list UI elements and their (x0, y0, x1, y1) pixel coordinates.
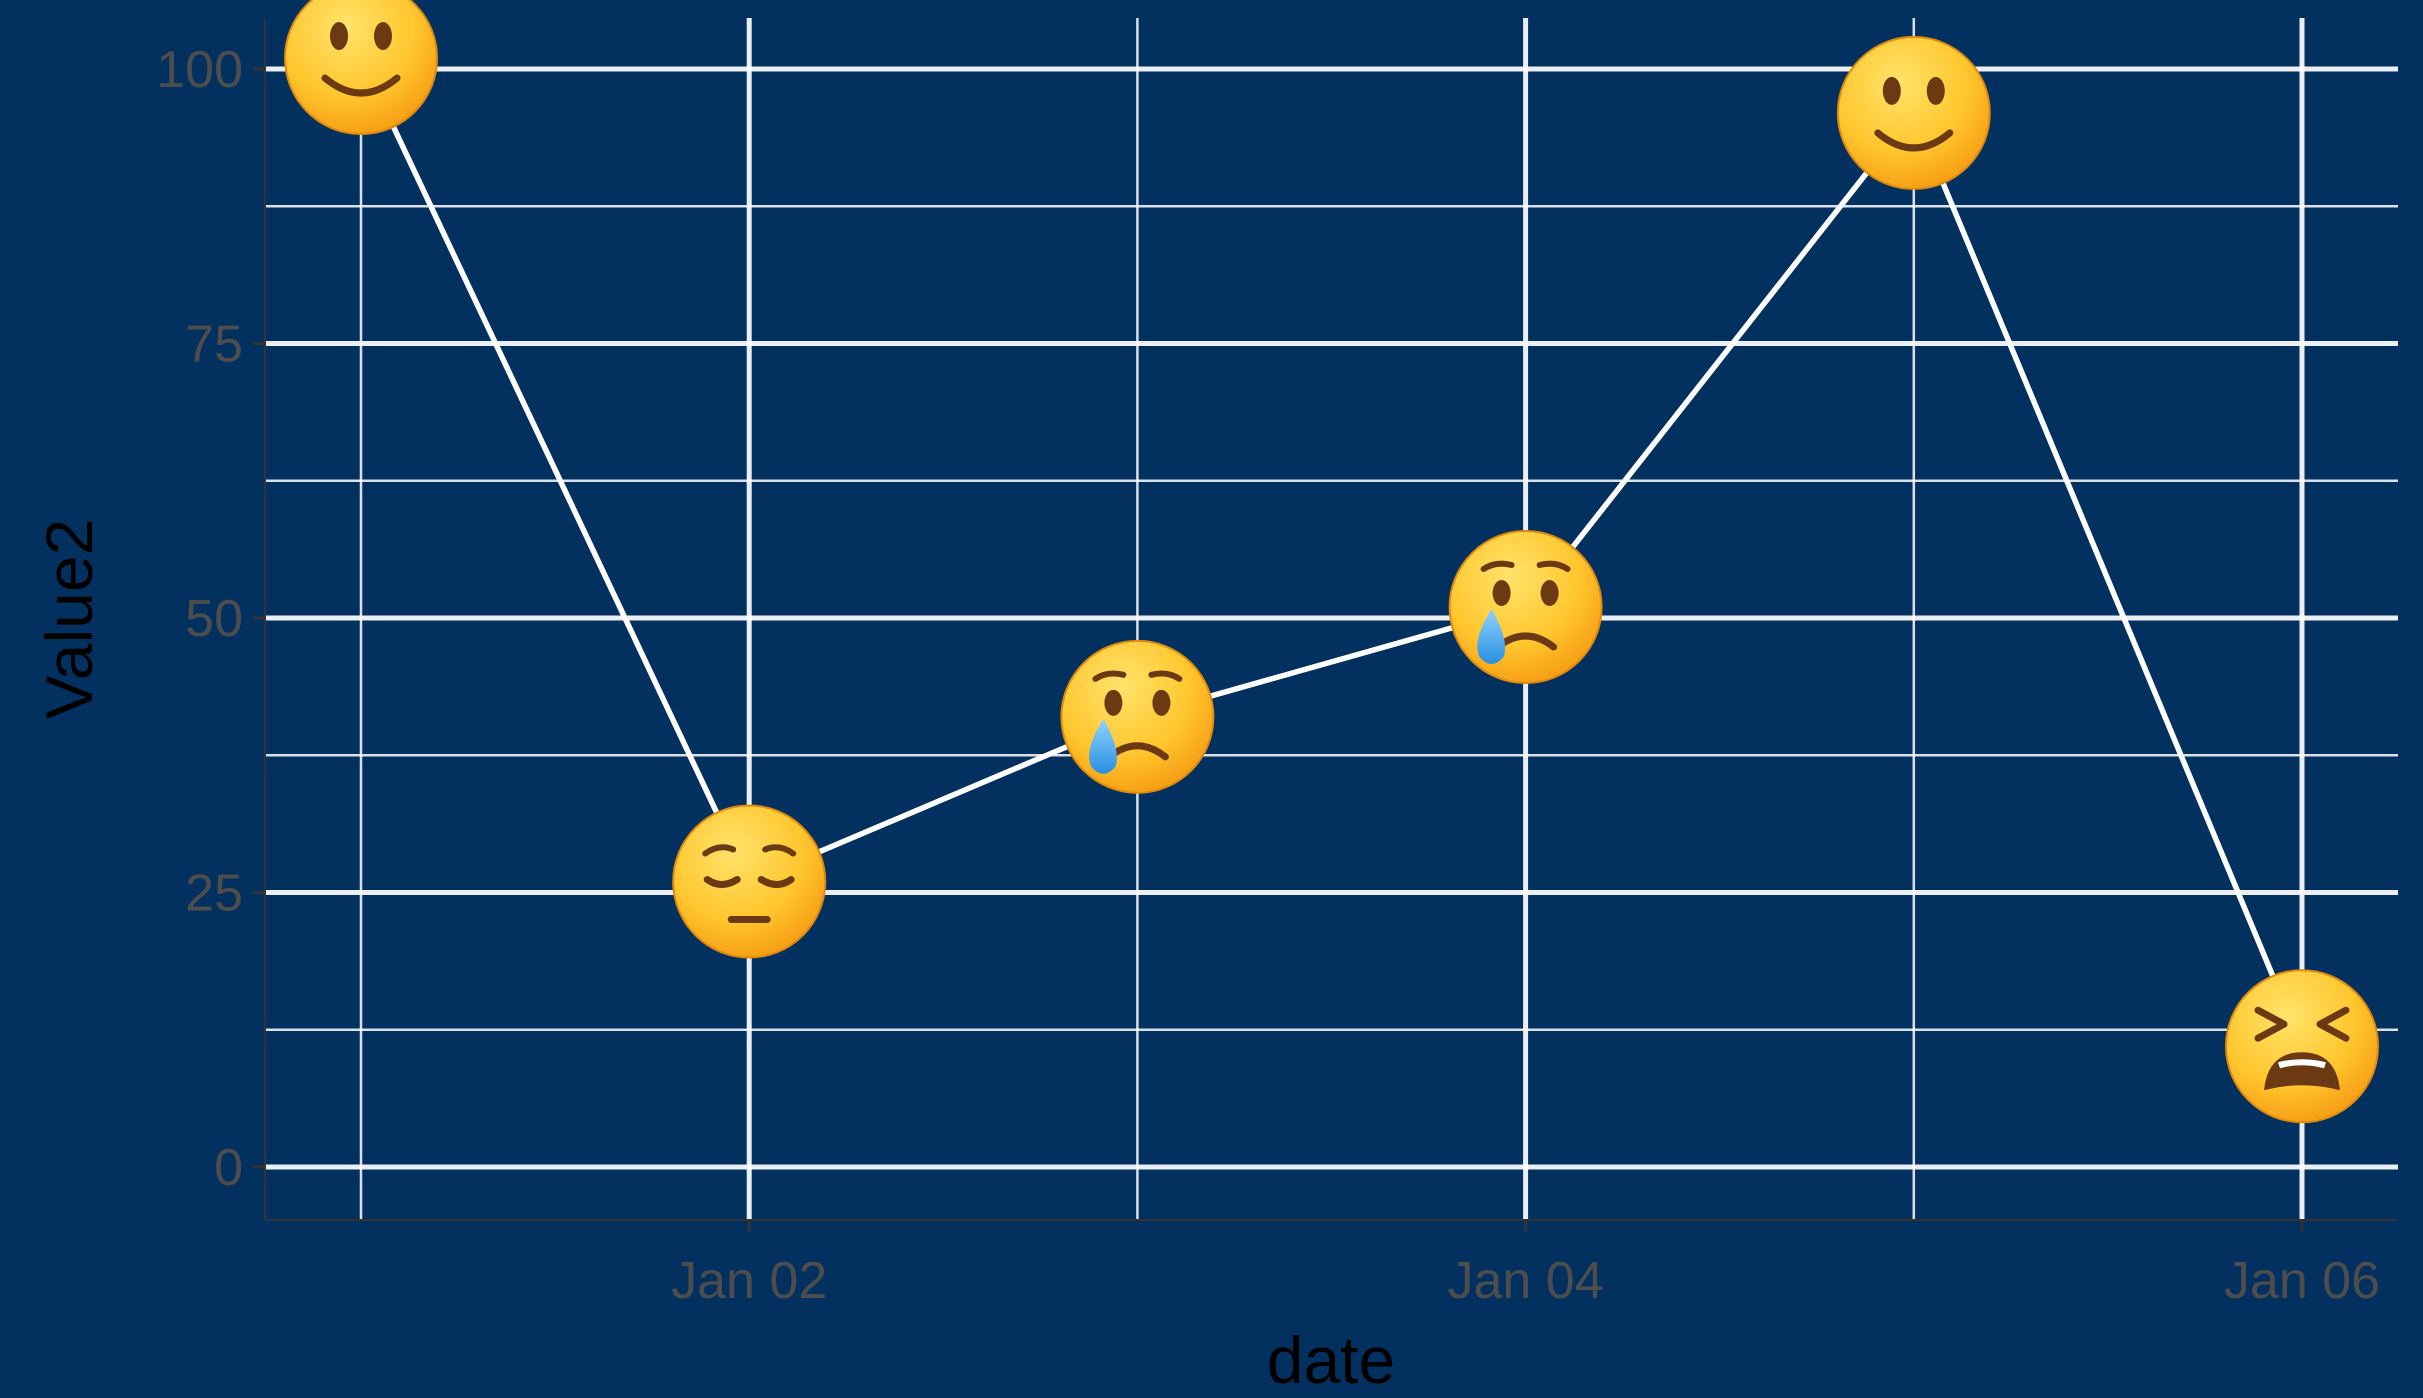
eye (374, 22, 392, 51)
eye (2316, 1006, 2350, 1042)
brow (1148, 670, 1183, 682)
eye (1926, 76, 1945, 105)
series-line (358, 56, 2305, 1048)
eye (1492, 580, 1511, 607)
face-disc (1836, 35, 1991, 190)
pensive-face-icon (672, 804, 827, 959)
x-tick-label: Jan 02 (671, 1252, 827, 1310)
mouth (1874, 129, 1954, 152)
face-disc (1060, 639, 1215, 794)
y-tick-label: 100 (156, 41, 243, 99)
eye (330, 22, 348, 51)
eye (1152, 689, 1171, 716)
teeth (2278, 1059, 2326, 1069)
brow (702, 844, 737, 857)
face-disc (1448, 530, 1603, 685)
slightly-smiling-face-icon (284, 0, 438, 135)
eye (2254, 1006, 2288, 1042)
tear (1089, 718, 1117, 774)
brow (762, 844, 797, 857)
x-axis-title: date (1267, 1323, 1395, 1397)
eye (1104, 689, 1123, 716)
brow (1480, 560, 1515, 573)
x-tick-label: Jan 04 (1448, 1252, 1604, 1310)
eye (1882, 76, 1901, 105)
brow (1536, 560, 1571, 573)
eye (757, 876, 795, 889)
y-axis-title: Value2 (32, 519, 106, 720)
brow (1092, 670, 1127, 682)
y-tick-label: 50 (185, 590, 243, 648)
y-tick-label: 25 (185, 865, 243, 923)
face-disc (284, 0, 438, 135)
face-disc (2225, 969, 2379, 1124)
eye (1540, 580, 1559, 607)
mouth (321, 74, 401, 97)
y-tick-label: 75 (185, 316, 243, 374)
x-tick-label: Jan 06 (2224, 1252, 2380, 1310)
eye (703, 876, 741, 889)
tear (1477, 609, 1506, 665)
face-disc (672, 804, 827, 959)
slightly-smiling-face-icon (1836, 35, 1991, 190)
crying-face-icon (1448, 530, 1603, 685)
tired-face-icon (2225, 969, 2379, 1124)
crying-face-icon (1060, 639, 1215, 794)
y-tick-label: 0 (214, 1139, 243, 1197)
